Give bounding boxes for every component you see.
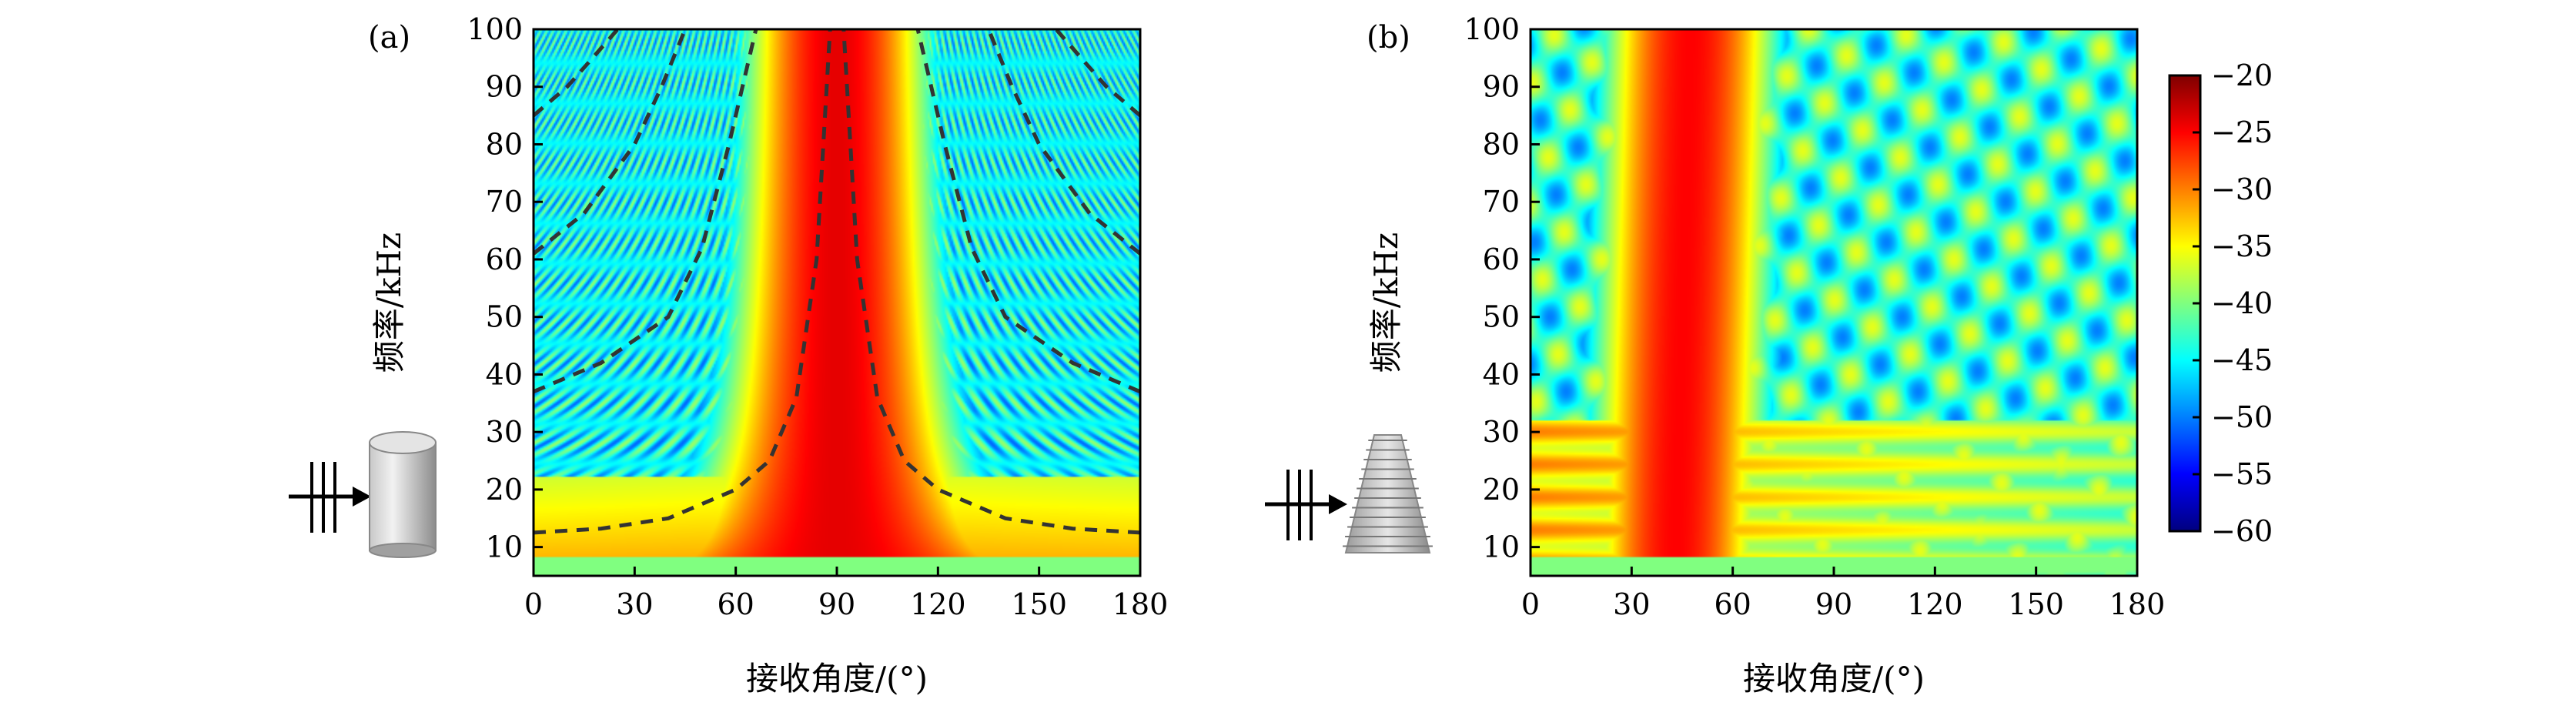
heatmap-b [1531, 29, 2137, 576]
panel-a: (a) 0 30 60 90 120 150 180 1020304050607080901… [289, 12, 1168, 697]
y-ticks-a: 10 20 30 40 50 60 70 80 90 100 [467, 12, 543, 564]
colorbar-tick-label: −25 [2211, 115, 2273, 149]
x-tick-label: 120 [910, 587, 966, 621]
dashed-curve [1054, 28, 1142, 118]
x-tick-label: 30 [1613, 587, 1650, 621]
x-tick-label: 180 [1112, 587, 1169, 621]
x-ticks-b: 0 30 60 90 120 150 180 [1521, 567, 2165, 621]
y-tick-label: 50 [486, 300, 523, 334]
dashed-curve [841, 28, 1141, 535]
x-tick-label: 90 [1815, 587, 1852, 621]
panel-label-a: (a) [368, 20, 410, 55]
cylinder-target-icon [289, 431, 437, 558]
x-tick-label: 30 [616, 587, 653, 621]
colorbar-ticks: −20 −25 −30 −35 −40 −45 −50 −55 −60 [2193, 59, 2273, 548]
x-tick-label: 60 [717, 587, 754, 621]
x-axis-title-a: 接收角度/(°) [746, 660, 928, 697]
y-tick-label: 30 [486, 415, 523, 449]
x-tick-label: 90 [818, 587, 855, 621]
dashed-curve [533, 28, 832, 535]
x-axis-title-b: 接收角度/(°) [1743, 660, 1925, 697]
dashed-curve [532, 28, 620, 118]
colorbar-tick-label: −45 [2211, 343, 2273, 377]
colorbar-tick-label: −55 [2211, 457, 2273, 491]
x-tick-label: 150 [2008, 587, 2064, 621]
y-tick-label: 80 [1483, 127, 1520, 161]
dashed-curves-a [532, 28, 1142, 535]
y-tick-label: 90 [486, 70, 523, 104]
heatmap-a [534, 29, 1140, 576]
y-tick-label: 20 [486, 473, 523, 507]
x-tick-label: 0 [524, 587, 543, 621]
colorbar-tick-label: −35 [2211, 229, 2273, 263]
y-tick-label: 70 [486, 185, 523, 219]
y-tick-label: 10 [486, 530, 523, 564]
y-tick-label: 40 [486, 357, 523, 391]
tapered-stack-target-icon [1265, 434, 1433, 553]
y-tick-label: 60 [486, 242, 523, 276]
y-tick-label: 100 [1464, 12, 1520, 46]
colorbar-tick-label: −50 [2211, 400, 2273, 434]
panel-b: (b) 0 30 60 90 120 150 180 1020304050607080901… [1265, 12, 2165, 697]
colorbar-tick-label: −40 [2211, 286, 2273, 320]
x-tick-label: 60 [1714, 587, 1751, 621]
x-tick-label: 120 [1907, 587, 1963, 621]
colorbar-tick-label: −30 [2211, 172, 2273, 206]
y-tick-label: 30 [1483, 415, 1520, 449]
y-ticks-b: 10 20 30 40 50 60 70 80 90 100 [1464, 12, 1540, 564]
x-ticks-a: 0 30 60 90 120 150 180 [524, 567, 1168, 621]
x-tick-label: 180 [2109, 587, 2166, 621]
y-tick-label: 10 [1483, 530, 1520, 564]
y-tick-label: 90 [1483, 70, 1520, 104]
x-tick-label: 0 [1521, 587, 1540, 621]
colorbar-tick-label: −20 [2211, 59, 2273, 92]
y-tick-label: 100 [467, 12, 523, 46]
panel-label-b: (b) [1367, 20, 1410, 55]
y-tick-label: 20 [1483, 473, 1520, 507]
y-tick-label: 40 [1483, 357, 1520, 391]
x-tick-label: 150 [1011, 587, 1067, 621]
y-tick-label: 70 [1483, 185, 1520, 219]
colorbar: −20 −25 −30 −35 −40 −45 −50 −55 −60 [2168, 59, 2273, 548]
y-axis-title-b: 频率/kHz [1367, 232, 1405, 373]
colorbar-tick-label: −60 [2211, 514, 2273, 548]
y-tick-label: 50 [1483, 300, 1520, 334]
y-axis-title-a: 频率/kHz [370, 232, 408, 373]
y-tick-label: 60 [1483, 242, 1520, 276]
y-tick-label: 80 [486, 127, 523, 161]
